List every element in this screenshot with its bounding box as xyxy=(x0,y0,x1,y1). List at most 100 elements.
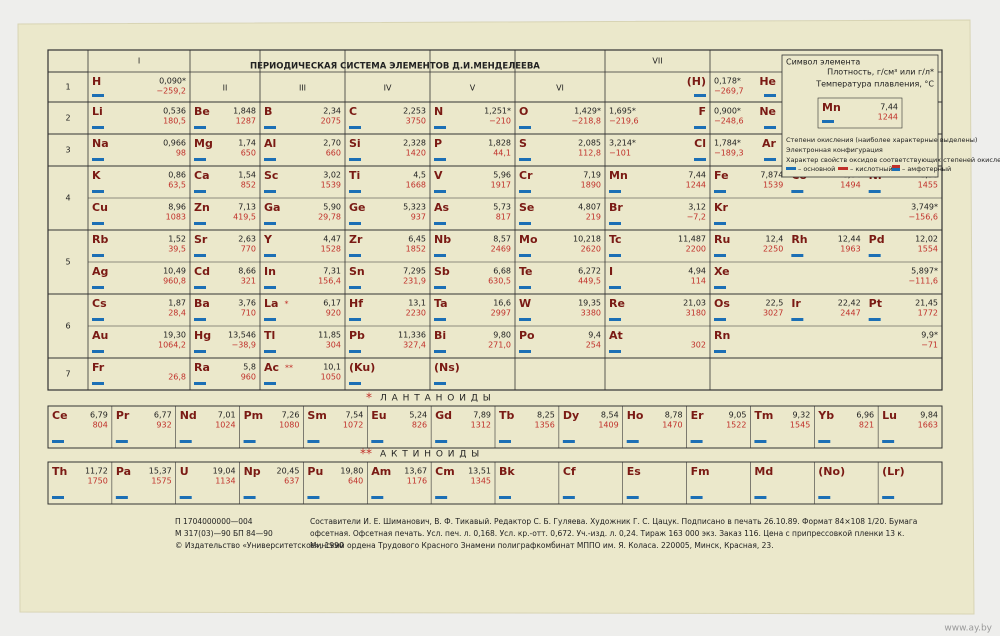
period-label: 6 xyxy=(65,322,70,331)
oxide-mark xyxy=(791,318,804,321)
melting-point: −219,6 xyxy=(609,117,639,126)
density: 22,42 xyxy=(838,299,861,308)
density: 9,4 xyxy=(588,331,601,340)
melting-point: 1244 xyxy=(878,113,898,122)
melting-point: 920 xyxy=(326,309,341,318)
density: 6,272 xyxy=(578,267,601,276)
density: 7,13 xyxy=(238,203,256,212)
melting-point: 302 xyxy=(691,341,706,350)
oxide-mark xyxy=(694,94,706,97)
density: 4,94 xyxy=(688,267,706,276)
oxide-mark xyxy=(694,158,706,161)
density: 8,78 xyxy=(665,411,683,420)
oxide-mark xyxy=(349,286,361,289)
element-symbol: Ir xyxy=(791,297,801,310)
melting-point: 3027 xyxy=(763,309,783,318)
oxide-mark xyxy=(92,254,104,257)
element-symbol: W xyxy=(519,297,531,310)
density: 9,80 xyxy=(493,331,511,340)
oxide-mark xyxy=(194,286,206,289)
element-symbol: Os xyxy=(714,297,730,310)
element-symbol: Cl xyxy=(694,137,706,150)
density: 9,84 xyxy=(920,411,938,420)
melting-point: 2200 xyxy=(686,245,706,254)
element-symbol: Zn xyxy=(194,201,210,214)
element-symbol: N xyxy=(434,105,443,118)
oxide-mark xyxy=(609,254,621,257)
oxide-mark xyxy=(519,286,531,289)
series-mark: * xyxy=(366,391,372,405)
oxide-mark xyxy=(307,440,320,443)
oxide-mark xyxy=(694,126,706,129)
density: 3,76 xyxy=(238,299,256,308)
element-symbol: Th xyxy=(52,465,67,478)
element-symbol: Tc xyxy=(609,233,622,246)
legend-box xyxy=(781,54,939,178)
melting-point: 1963 xyxy=(840,245,860,254)
element-symbol: Mn xyxy=(822,101,841,114)
density: 5,8 xyxy=(243,363,256,372)
melting-point: 254 xyxy=(586,341,601,350)
density: 22,5 xyxy=(766,299,784,308)
oxide-mark xyxy=(882,440,895,443)
oxide-mark xyxy=(92,286,104,289)
melting-point: −71 xyxy=(921,341,938,350)
density: 2,328 xyxy=(403,139,426,148)
melting-point: 2250 xyxy=(763,245,783,254)
melting-point: 660 xyxy=(326,149,341,158)
oxide-mark xyxy=(882,496,895,499)
melting-point: 960,8 xyxy=(163,277,186,286)
oxide-mark xyxy=(609,190,621,193)
element-symbol: (H) xyxy=(687,75,706,88)
density: 1,848 xyxy=(233,107,256,116)
melting-point: 1539 xyxy=(321,181,341,190)
melting-point: 1134 xyxy=(215,477,235,486)
oxide-mark xyxy=(791,254,804,257)
oxide-mark xyxy=(179,440,192,443)
element-symbol: Sn xyxy=(349,265,365,278)
oxide-mark xyxy=(52,496,64,499)
melting-point: 219 xyxy=(586,213,601,222)
legend-swatch xyxy=(892,165,900,168)
melting-point: 304 xyxy=(326,341,341,350)
element-symbol: Pa xyxy=(116,465,131,478)
element-symbol: Cm xyxy=(435,465,455,478)
element-symbol: S xyxy=(519,137,527,150)
density: 10,218 xyxy=(573,235,601,244)
density: 7,295 xyxy=(403,267,426,276)
series-label: А К Т И Н О И Д Ы xyxy=(380,450,480,460)
melting-point: −156,6 xyxy=(908,213,938,222)
oxide-mark xyxy=(434,318,446,321)
element-symbol: Cf xyxy=(563,465,576,478)
oxide-mark xyxy=(371,440,384,443)
oxide-mark xyxy=(626,496,639,499)
melting-point: 1575 xyxy=(151,477,171,486)
melting-point: 1356 xyxy=(534,421,554,430)
element-symbol: Ba xyxy=(194,297,210,310)
element-symbol: Po xyxy=(519,329,535,342)
density: 10,1 xyxy=(323,363,341,372)
element-symbol: Sc xyxy=(264,169,278,182)
element-symbol: Tb xyxy=(499,409,515,422)
element-symbol: Sm xyxy=(307,409,326,422)
density: 0,178* xyxy=(714,77,741,86)
oxide-mark xyxy=(519,126,531,129)
element-symbol: Tl xyxy=(264,329,275,342)
melting-point: 1890 xyxy=(581,181,601,190)
melting-point: 321 xyxy=(241,277,256,286)
element-symbol: (Ns) xyxy=(434,361,460,374)
watermark: www.ay.by xyxy=(944,624,992,634)
oxide-mark xyxy=(435,496,448,499)
element-symbol: Rb xyxy=(92,233,108,246)
oxide-mark xyxy=(818,496,831,499)
element-symbol: Pt xyxy=(869,297,882,310)
melting-point: 1663 xyxy=(918,421,938,430)
oxide-mark xyxy=(194,190,206,193)
melting-point: 1409 xyxy=(598,421,618,430)
element-symbol: Pb xyxy=(349,329,365,342)
density: 11,336 xyxy=(398,331,426,340)
oxide-mark xyxy=(243,496,256,499)
group-label: VII xyxy=(652,57,662,66)
oxide-mark xyxy=(115,440,128,443)
element-symbol: Ge xyxy=(349,201,366,214)
